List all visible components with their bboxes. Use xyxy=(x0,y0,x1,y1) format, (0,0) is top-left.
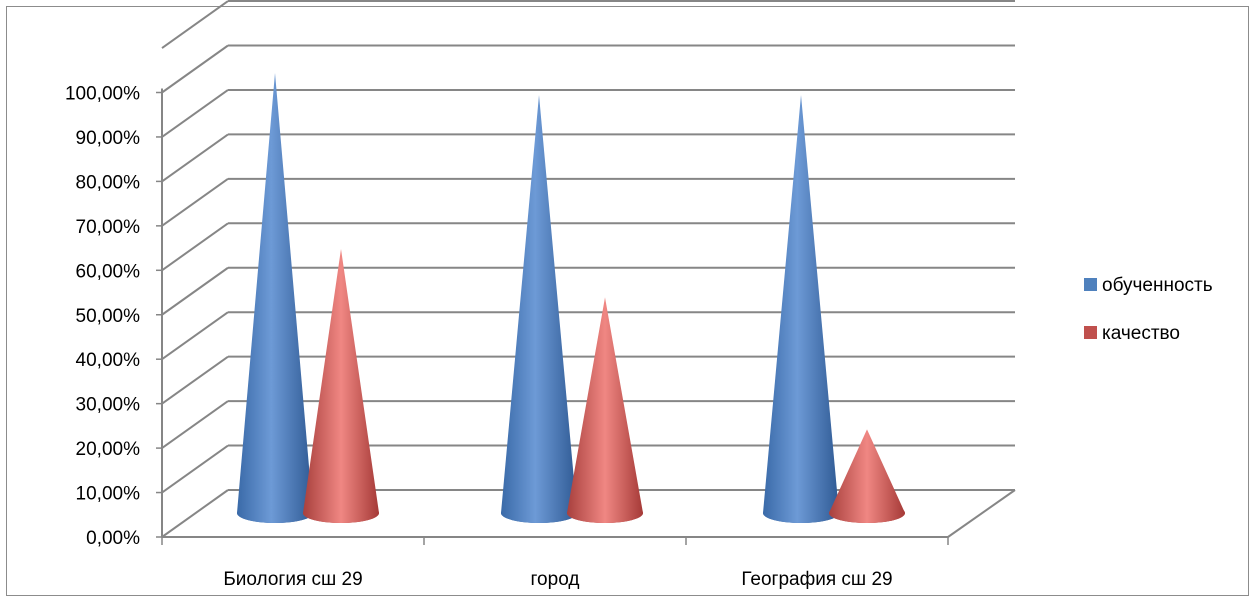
y-axis-tick-labels: 0,00% 10,00% 20,00% 30,00% 40,00% 50,00% 60,00… xyxy=(65,84,140,550)
legend-label: качество xyxy=(1102,323,1180,344)
y-tick-label: 50,00% xyxy=(76,306,141,327)
gridline-diagonal xyxy=(161,222,229,272)
legend: обученность качество xyxy=(1084,275,1213,344)
cone-0-1 xyxy=(501,95,577,523)
gridline-diagonal xyxy=(161,311,229,361)
gridline-diagonal xyxy=(161,400,229,449)
y-tick-label: 40,00% xyxy=(76,350,141,371)
y-tick-label: 60,00% xyxy=(76,261,141,282)
legend-label: обученность xyxy=(1102,275,1213,296)
y-tick-label: 70,00% xyxy=(76,217,141,238)
category-label: Биология сш 29 xyxy=(223,569,362,590)
cone-0-2 xyxy=(763,95,839,523)
cone-body xyxy=(501,95,577,523)
cone-body xyxy=(237,73,313,523)
gridlines xyxy=(161,0,1016,538)
gridline-diagonal xyxy=(161,444,229,494)
y-tick-label: 0,00% xyxy=(86,528,140,549)
gridline-diagonal xyxy=(161,133,229,183)
y-tick-label: 30,00% xyxy=(76,395,141,416)
legend-swatch xyxy=(1084,278,1097,291)
y-tick-label: 80,00% xyxy=(76,172,141,193)
cone-1-0 xyxy=(303,249,379,523)
cone-body xyxy=(763,95,839,523)
gridline-diagonal xyxy=(161,44,229,94)
y-tick-label: 100,00% xyxy=(65,84,140,105)
gridline-diagonal xyxy=(161,89,229,138)
axes xyxy=(156,88,949,545)
gridline-diagonal xyxy=(161,355,229,405)
gridline-diagonal xyxy=(161,489,229,538)
gridline-diagonal xyxy=(161,0,229,49)
cone-1-2 xyxy=(829,429,905,523)
floor-right-edge xyxy=(947,489,1016,538)
cone-0-0 xyxy=(237,73,313,523)
legend-swatch xyxy=(1084,326,1097,339)
cone-body xyxy=(567,297,643,523)
category-label: География сш 29 xyxy=(741,569,892,590)
y-tick-label: 90,00% xyxy=(76,128,141,149)
category-labels: Биология сш 29 город География сш 29 xyxy=(223,569,892,590)
y-tick-label: 10,00% xyxy=(76,484,141,505)
cone-body xyxy=(829,429,905,523)
y-tick-label: 20,00% xyxy=(76,439,141,460)
gridline-diagonal xyxy=(161,178,229,227)
gridline-diagonal xyxy=(161,266,229,316)
cones xyxy=(237,73,905,523)
cone-body xyxy=(303,249,379,523)
category-label: город xyxy=(531,569,580,590)
cone-1-1 xyxy=(567,297,643,523)
